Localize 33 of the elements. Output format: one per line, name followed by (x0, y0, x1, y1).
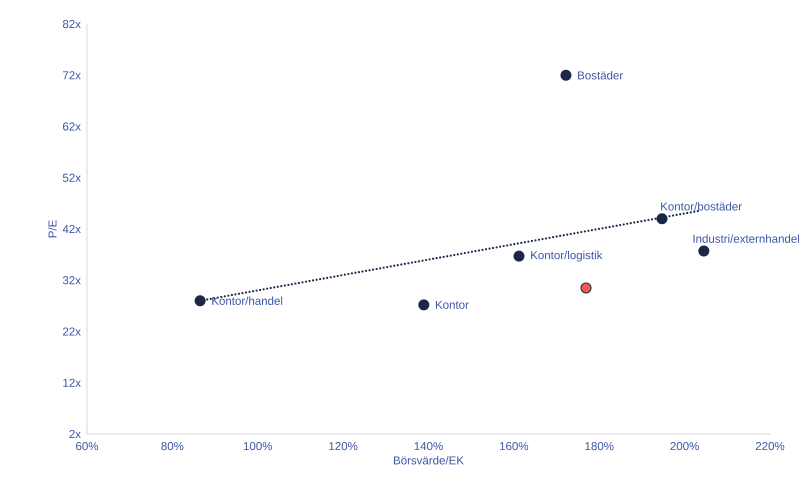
y-tick-label: 32x (62, 276, 81, 284)
x-axis-title: Börsvärde/EK (394, 456, 464, 464)
y-tick-label: 12x (63, 378, 81, 387)
annotation: Kontor/logistik (531, 250, 602, 262)
x-tick-label: 220% (756, 442, 784, 450)
x-tick-label: 200% (670, 442, 699, 450)
annotation: Industri/externhandel (693, 234, 800, 243)
point (580, 282, 592, 294)
point (560, 70, 572, 81)
y-tick-label: 42x (62, 224, 81, 234)
point (698, 246, 710, 257)
y-tick-label: 62x (63, 122, 81, 131)
x-tick-label: 80% (161, 442, 184, 450)
point (514, 250, 524, 262)
y-tick-label: 72x (63, 71, 81, 80)
y-tick-label: 52x (62, 174, 81, 182)
y-tick-label: 2x (69, 430, 81, 438)
point (194, 295, 206, 306)
y-tick-label: 82x (62, 20, 81, 28)
point (656, 213, 668, 224)
point (418, 299, 430, 310)
x-tick-label: 120% (329, 442, 358, 450)
annotation: Kontor (436, 300, 469, 309)
x-tick-label: 160% (500, 442, 528, 450)
x-tick-label: 180% (585, 442, 614, 450)
x-tick-label: 140% (414, 442, 443, 450)
x-tick-label: 60% (76, 442, 98, 450)
x-tick-label: 100% (244, 442, 272, 450)
annotation: Kontor/bostäder (661, 202, 742, 211)
annotation: Bostäder (578, 71, 623, 80)
annotation: Kontor/handel (212, 296, 282, 305)
y-axis-title: P/E (48, 220, 57, 238)
y-tick-label: 22x (63, 327, 81, 336)
